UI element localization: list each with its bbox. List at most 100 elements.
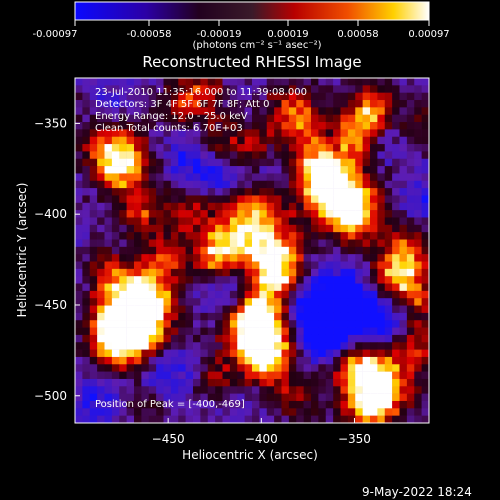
heatmap-cell xyxy=(311,408,319,416)
heatmap-cell xyxy=(141,158,150,167)
heatmap-cell xyxy=(311,400,319,409)
heatmap-cell xyxy=(104,239,113,248)
heatmap-cell xyxy=(384,290,393,299)
heatmap-cell xyxy=(274,386,282,394)
heatmap-cell xyxy=(259,202,268,211)
heatmap-cell xyxy=(370,378,378,387)
heatmap-cell xyxy=(259,107,268,115)
y-axis-tick-labels: −350−400−450−500 xyxy=(34,116,67,402)
heatmap-cell xyxy=(200,195,209,204)
heatmap-cell xyxy=(244,283,253,292)
heatmap-cell xyxy=(97,312,105,321)
heatmap-cell xyxy=(252,202,260,211)
heatmap-cell xyxy=(185,408,194,416)
heatmap-cell xyxy=(325,393,334,402)
heatmap-cell xyxy=(170,276,179,284)
heatmap-cell xyxy=(414,283,422,292)
heatmap-cell xyxy=(229,224,238,233)
heatmap-cell xyxy=(333,327,341,336)
heatmap-cell xyxy=(156,408,164,416)
heatmap-cell xyxy=(244,166,253,174)
heatmap-cell xyxy=(252,246,260,255)
heatmap-cell xyxy=(75,122,83,130)
heatmap-cell xyxy=(97,151,105,159)
heatmap-cell xyxy=(362,364,371,372)
heatmap-cell xyxy=(266,78,275,86)
heatmap-cell xyxy=(237,122,245,130)
heatmap-cell xyxy=(193,298,201,306)
heatmap-cell xyxy=(185,320,194,328)
heatmap-cell xyxy=(244,254,253,262)
heatmap-cell xyxy=(340,400,349,409)
heatmap-cell xyxy=(414,151,422,159)
heatmap-cell xyxy=(215,320,223,328)
heatmap-cell xyxy=(222,415,231,423)
heatmap-cell xyxy=(303,408,312,416)
heatmap-cell xyxy=(340,173,349,182)
heatmap-cell xyxy=(126,246,135,255)
heatmap-cell xyxy=(296,129,304,137)
heatmap-cell xyxy=(340,254,349,262)
heatmap-cell xyxy=(111,393,120,402)
heatmap-cell xyxy=(215,364,223,372)
heatmap-cell xyxy=(281,180,290,189)
heatmap-cell xyxy=(111,400,120,409)
heatmap-cell xyxy=(178,276,186,284)
heatmap-cell xyxy=(333,122,341,130)
heatmap-cell xyxy=(325,364,334,372)
heatmap-cell xyxy=(288,210,297,218)
heatmap-cell xyxy=(170,349,179,358)
heatmap-cell xyxy=(170,92,179,101)
heatmap-cell xyxy=(421,224,429,233)
heatmap-cell xyxy=(303,217,312,226)
heatmap-cell xyxy=(406,246,415,255)
heatmap-cell xyxy=(259,276,268,284)
heatmap-cell xyxy=(406,92,415,101)
heatmap-cell xyxy=(215,136,223,145)
heatmap-cell xyxy=(252,364,260,372)
heatmap-cell xyxy=(347,290,356,299)
heatmap-cell xyxy=(311,349,319,358)
heatmap-cell xyxy=(111,107,120,115)
heatmap-cell xyxy=(111,180,120,189)
heatmap-cell xyxy=(244,415,253,423)
heatmap-cell xyxy=(311,364,319,372)
heatmap-cell xyxy=(325,268,334,277)
heatmap-cell xyxy=(406,408,415,416)
heatmap-cell xyxy=(207,349,216,358)
heatmap-cell xyxy=(200,173,209,182)
heatmap-cell xyxy=(185,305,194,314)
heatmap-cell xyxy=(252,188,260,196)
heatmap-cell xyxy=(281,268,290,277)
heatmap-cell xyxy=(370,400,378,409)
heatmap-cell xyxy=(207,320,216,328)
heatmap-cell xyxy=(296,386,304,394)
heatmap-cell xyxy=(355,356,363,365)
heatmap-cell xyxy=(185,261,194,270)
heatmap-cell xyxy=(244,290,253,299)
heatmap-cell xyxy=(281,100,290,108)
heatmap-cell xyxy=(281,290,290,299)
heatmap-cell xyxy=(318,202,327,211)
heatmap-cell xyxy=(399,312,408,321)
heatmap-cell xyxy=(252,100,260,108)
heatmap-cell xyxy=(244,158,253,167)
heatmap-cell xyxy=(222,107,231,115)
heatmap-cell xyxy=(362,400,371,409)
heatmap-cell xyxy=(178,151,186,159)
heatmap-cell xyxy=(347,400,356,409)
heatmap-cell xyxy=(82,246,91,255)
heatmap-cell xyxy=(222,290,231,299)
heatmap-cell xyxy=(170,232,179,240)
heatmap-cell xyxy=(134,378,142,387)
heatmap-cell xyxy=(362,195,371,204)
heatmap-cell xyxy=(355,349,363,358)
heatmap-cell xyxy=(333,312,341,321)
heatmap-cell xyxy=(325,151,334,159)
heatmap-cell xyxy=(362,144,371,152)
heatmap-cell xyxy=(163,232,172,240)
heatmap-cell xyxy=(185,290,194,299)
heatmap-cell xyxy=(215,246,223,255)
heatmap-cell xyxy=(252,378,260,387)
heatmap-cell xyxy=(399,166,408,174)
